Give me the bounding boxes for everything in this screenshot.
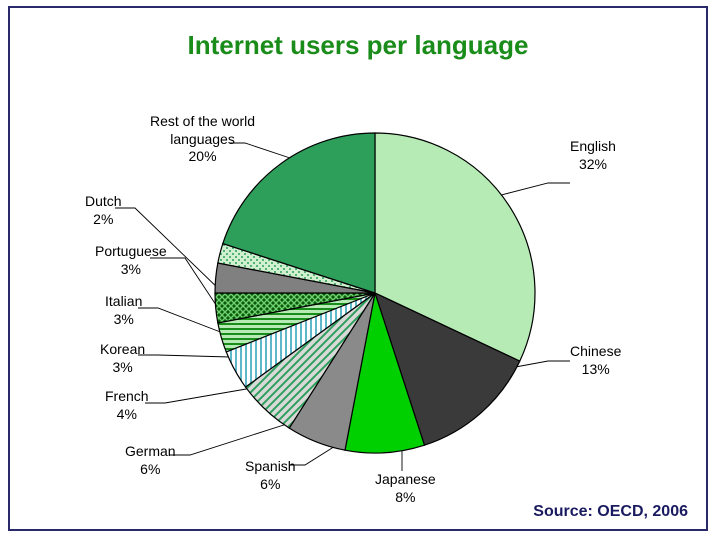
leader-german [170,423,290,455]
label-spanish: Spanish6% [245,458,296,493]
label-french: French4% [105,388,149,423]
label-dutch: Dutch2% [85,193,122,228]
source-citation: Source: OECD, 2006 [533,503,688,521]
label-english: English32% [570,138,616,173]
leader-french [145,388,252,403]
label-german: German6% [125,443,176,478]
pie-chart: English32%Chinese13%Japanese8%Spanish6%G… [30,93,690,473]
leader-italian [138,308,223,333]
leader-korean [138,355,230,357]
slide-frame: Internet users per language [8,6,708,531]
label-portuguese: Portuguese3% [95,243,167,278]
label-rest: Rest of the worldlanguages20% [150,113,255,166]
label-japanese: Japanese8% [375,471,436,506]
label-korean: Korean3% [100,341,145,376]
chart-title: Internet users per language [10,30,706,61]
label-italian: Italian3% [105,293,142,328]
label-chinese: Chinese13% [570,343,621,378]
